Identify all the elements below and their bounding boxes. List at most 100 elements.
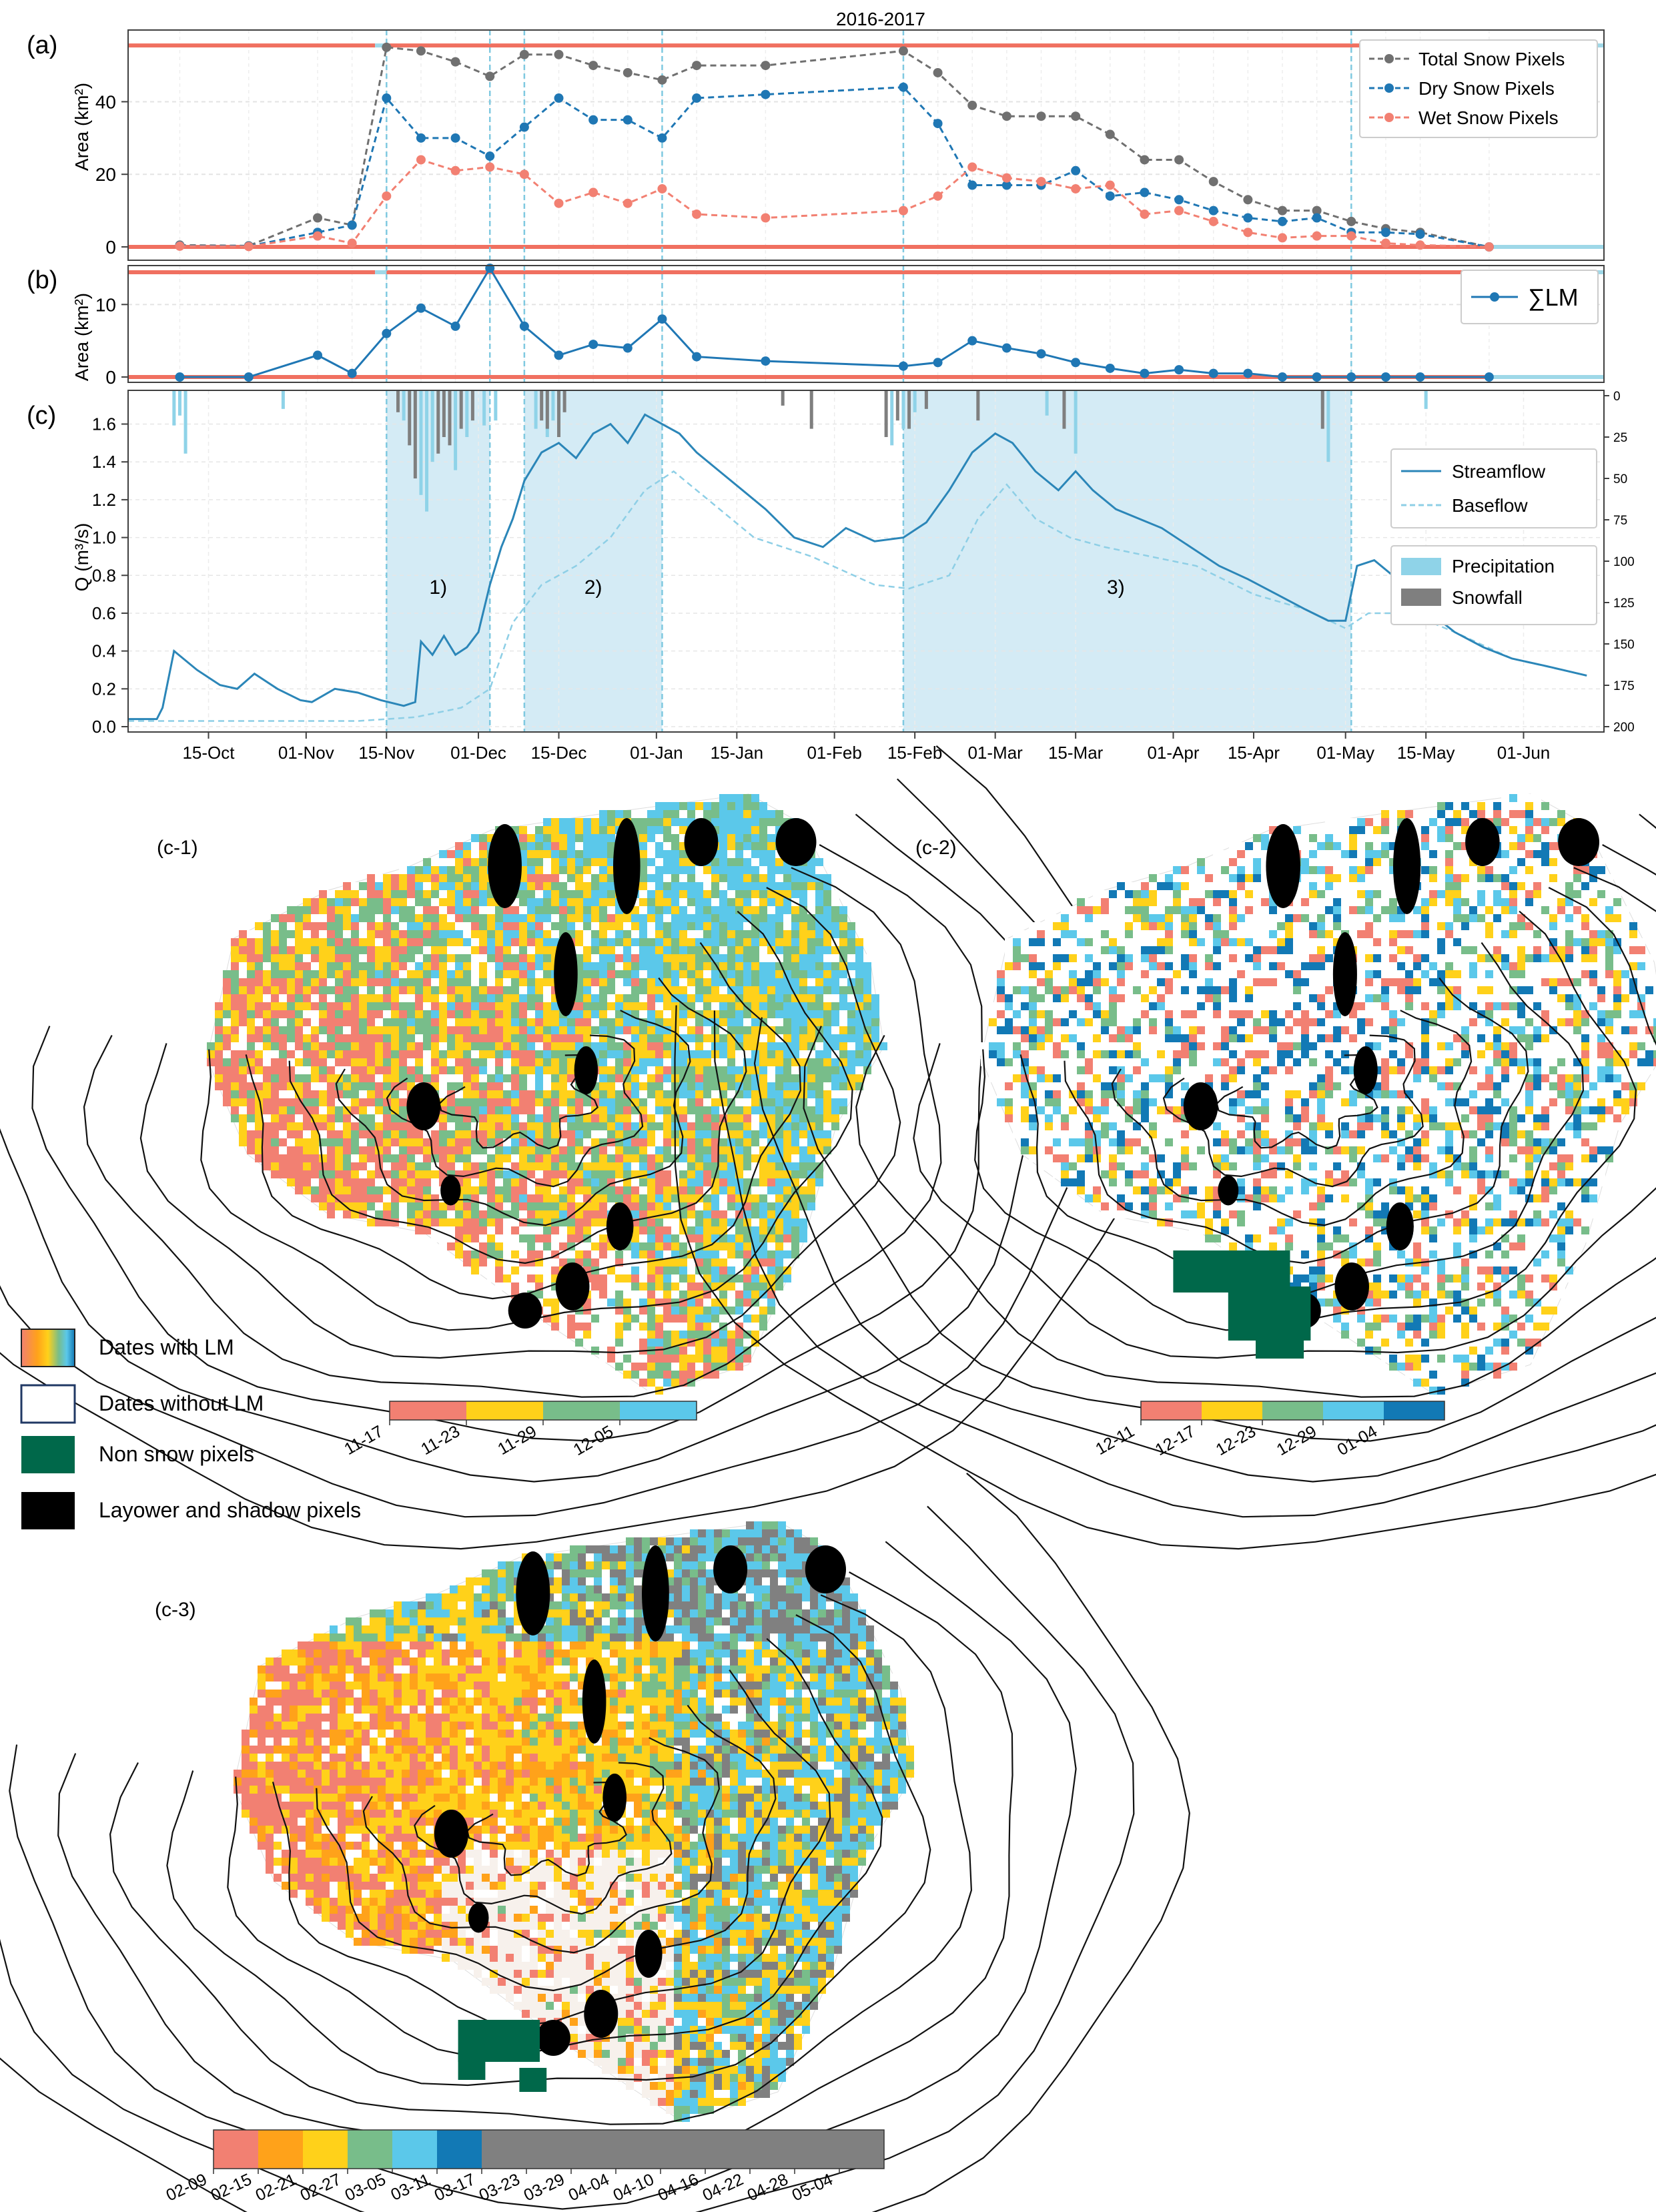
map-pixel xyxy=(735,1363,743,1371)
map-pixel xyxy=(391,1074,399,1082)
map-pixel xyxy=(679,1186,687,1194)
map-pixel xyxy=(863,1002,871,1010)
map-pixel xyxy=(391,1210,399,1218)
map-pixel xyxy=(663,1154,671,1162)
map-pixel xyxy=(591,1218,599,1226)
panel-a-frame xyxy=(127,29,1605,261)
panel-c-precip-bar xyxy=(494,390,498,421)
map-pixel xyxy=(607,882,615,890)
map-pixel xyxy=(631,1234,639,1242)
panel-c-y2tick-label: 200 xyxy=(1613,721,1635,735)
map-pixel xyxy=(599,1274,607,1282)
map-pixel xyxy=(551,1242,559,1250)
map-pixel xyxy=(791,962,799,970)
map-pixel xyxy=(423,1058,431,1066)
map-pixel xyxy=(399,938,407,946)
map-pixel xyxy=(607,1154,615,1162)
map-pixel xyxy=(799,1050,807,1058)
map-pixel xyxy=(591,938,599,946)
map-pixel xyxy=(511,1170,519,1178)
map-pixel xyxy=(383,882,391,890)
map-pixel xyxy=(295,1018,303,1026)
map-pixel xyxy=(783,986,791,994)
map-pixel xyxy=(799,1114,807,1122)
map-pixel xyxy=(655,1162,663,1170)
map-pixel xyxy=(751,1002,759,1010)
map-pixel xyxy=(1421,810,1429,818)
panel-a-point xyxy=(1380,228,1390,238)
map-pixel xyxy=(647,1122,655,1130)
map-pixel xyxy=(575,906,583,914)
map-pixel xyxy=(759,858,767,866)
map-pixel xyxy=(543,1058,551,1066)
map-pixel xyxy=(519,1010,527,1018)
map-pixel xyxy=(487,1178,495,1186)
map-pixel xyxy=(239,1002,247,1010)
map-pixel xyxy=(575,1194,583,1202)
map-pixel xyxy=(735,1146,743,1154)
map-pixel xyxy=(767,1050,775,1058)
map-pixel xyxy=(471,914,479,922)
map-pixel xyxy=(607,994,615,1002)
map-pixel xyxy=(495,1178,503,1186)
map-pixel xyxy=(295,1178,303,1186)
map-pixel xyxy=(591,826,599,834)
map-pixel xyxy=(663,1291,671,1299)
map-pixel xyxy=(391,1010,399,1018)
map-pixel xyxy=(807,866,815,874)
map-pixel xyxy=(295,1066,303,1074)
panel-c-legend-snowfall-swatch xyxy=(1401,589,1441,606)
panel-c-precip-bar xyxy=(551,390,555,421)
map-pixel xyxy=(847,1034,855,1042)
panel-b-point xyxy=(692,352,702,362)
map-pixel xyxy=(607,858,615,866)
map-pixel xyxy=(503,1082,511,1090)
map-pixel xyxy=(799,954,807,962)
map-pixel xyxy=(815,1130,823,1138)
map-pixel xyxy=(351,1010,359,1018)
map-pixel xyxy=(655,858,663,866)
map-pixel xyxy=(719,970,727,978)
map-pixel xyxy=(535,994,543,1002)
map-pixel xyxy=(815,1170,823,1178)
map-pixel xyxy=(335,986,343,994)
map-pixel xyxy=(751,906,759,914)
map-pixel xyxy=(575,1331,583,1339)
map-pixel xyxy=(599,938,607,946)
map-pixel xyxy=(607,1114,615,1122)
map-pixel xyxy=(391,970,399,978)
map-pixel xyxy=(679,1315,687,1323)
map-pixel xyxy=(359,962,367,970)
map-contour-line xyxy=(386,1034,644,1188)
map-pixel xyxy=(647,826,655,834)
map-pixel xyxy=(623,1114,631,1122)
map-pixel xyxy=(495,1146,503,1154)
map-pixel xyxy=(695,906,703,914)
panel-a-point xyxy=(450,57,460,67)
map-pixel xyxy=(271,1042,279,1050)
panel-b-point xyxy=(967,336,977,346)
map-pixel xyxy=(695,1018,703,1026)
map-pixel xyxy=(487,946,495,954)
map-pixel xyxy=(215,1042,223,1050)
map-pixel xyxy=(343,994,351,1002)
map-pixel xyxy=(767,1210,775,1218)
map-pixel xyxy=(279,1042,287,1050)
panel-c-legend-precip-swatch xyxy=(1401,558,1441,575)
map-pixel xyxy=(591,834,599,842)
map-pixel xyxy=(431,986,439,994)
map-pixel xyxy=(863,1050,871,1058)
map-pixel xyxy=(823,1082,831,1090)
map-pixel xyxy=(599,842,607,850)
map-pixel xyxy=(679,1242,687,1250)
map-pixel xyxy=(559,1170,567,1178)
map-pixel xyxy=(543,1210,551,1218)
map-pixel xyxy=(679,1282,687,1291)
map-pixel xyxy=(775,1234,783,1242)
map-pixel xyxy=(487,1146,495,1154)
map-pixel xyxy=(727,1242,735,1250)
map-pixel xyxy=(583,938,591,946)
map-pixel xyxy=(655,866,663,874)
map-pixel xyxy=(623,1002,631,1010)
map-pixel xyxy=(599,874,607,882)
